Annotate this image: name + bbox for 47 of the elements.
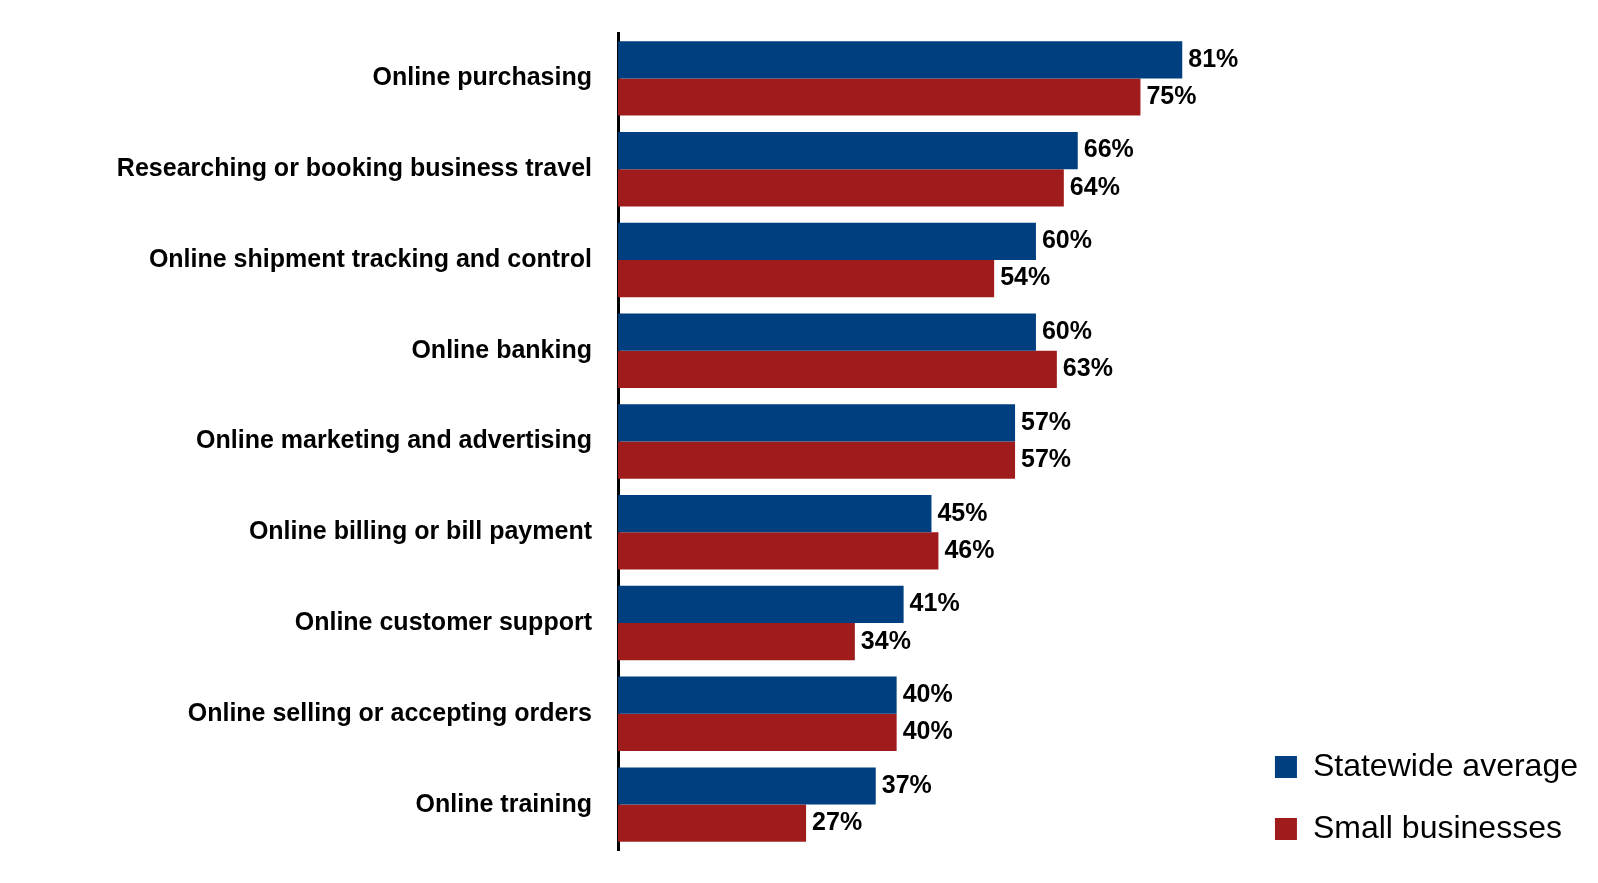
data-label: 57% (1021, 406, 1072, 435)
bar (618, 713, 897, 752)
bar (618, 623, 855, 661)
data-label: 41% (909, 588, 960, 617)
data-label: 46% (944, 534, 995, 563)
bar (618, 78, 1141, 116)
data-label: 75% (1146, 80, 1197, 109)
data-label: 45% (937, 497, 988, 526)
bar (618, 495, 932, 533)
bar (618, 131, 1078, 170)
legend-label: Statewide average (1312, 746, 1578, 783)
data-label: 81% (1188, 43, 1239, 72)
data-label: 64% (1069, 171, 1120, 200)
y-tick-label: Online banking (411, 334, 592, 363)
bar (618, 41, 1183, 79)
legend-label: Small businesses (1312, 808, 1562, 845)
bar (618, 767, 876, 805)
y-tick-label: Researching or booking business travel (116, 153, 592, 182)
data-label: 66% (1083, 134, 1134, 163)
data-label: 37% (881, 769, 932, 798)
bar (618, 532, 939, 570)
bar (618, 313, 1036, 351)
data-label: 54% (1000, 262, 1051, 291)
data-label: 60% (1041, 316, 1093, 344)
y-tick-label: Online billing or bill payment (248, 516, 593, 545)
data-label: 34% (860, 625, 911, 654)
bar (618, 404, 1016, 442)
bar (618, 585, 904, 624)
y-tick-label: Online selling or accepting orders (187, 697, 592, 726)
bar (618, 676, 897, 714)
y-tick-label: Online shipment tracking and control (148, 243, 592, 272)
bar (618, 804, 807, 842)
bar (618, 169, 1064, 207)
data-label: 40% (902, 716, 953, 745)
y-tick-label: Online purchasing (372, 62, 592, 91)
data-label: 60% (1041, 225, 1093, 254)
y-tick-label: Online customer support (294, 606, 593, 635)
bar (618, 441, 1016, 479)
data-label: 63% (1062, 353, 1113, 382)
bar (618, 350, 1057, 388)
bar (618, 222, 1036, 260)
bar (618, 259, 995, 298)
data-label: 27% (812, 807, 863, 836)
y-tick-label: Online marketing and advertising (196, 425, 592, 454)
data-label: 57% (1021, 444, 1072, 472)
data-label: 40% (902, 679, 953, 708)
y-tick-label: Online training (415, 788, 592, 817)
